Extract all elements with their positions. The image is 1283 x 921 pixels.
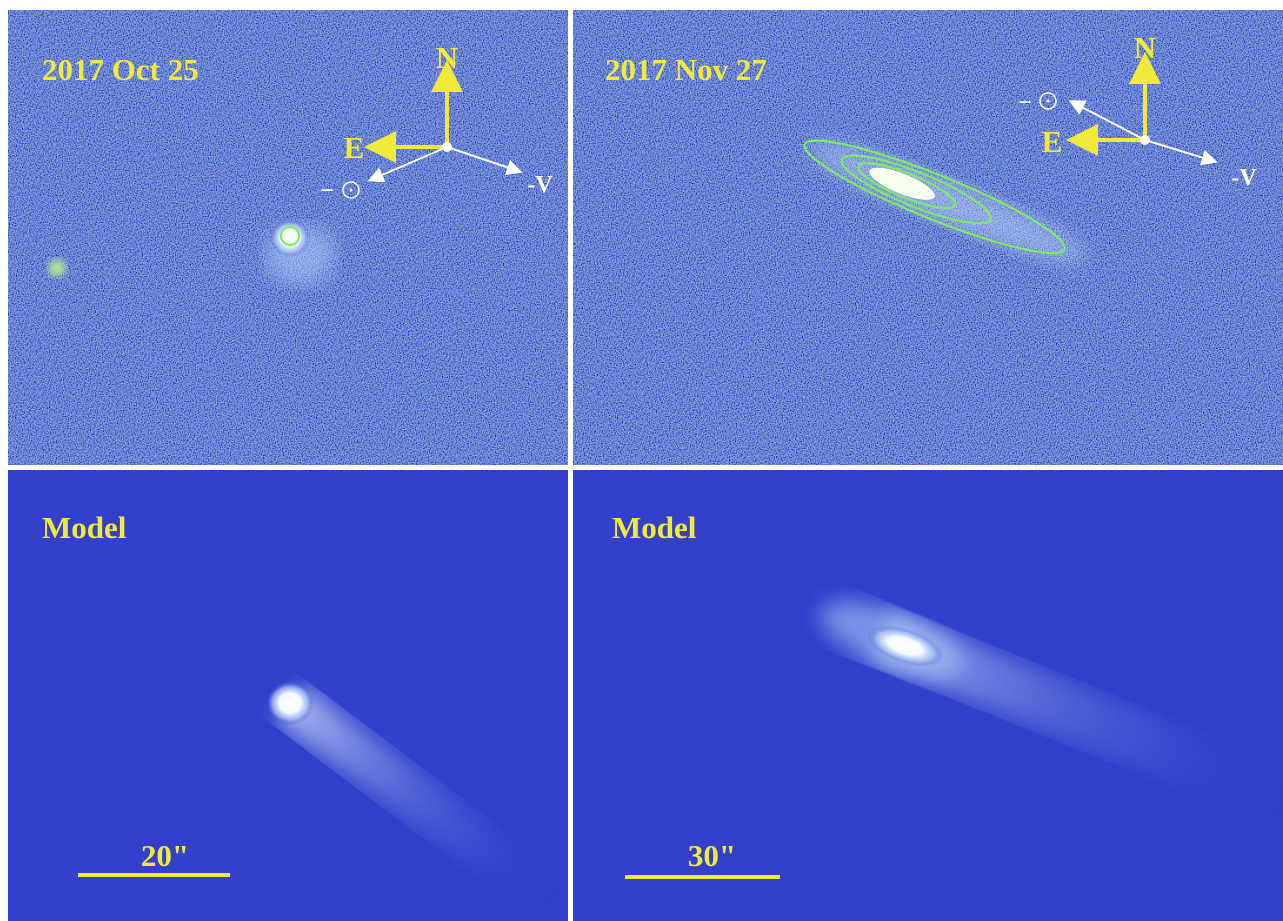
nucleus — [266, 681, 314, 725]
center — [1140, 135, 1150, 145]
velocity-arrow — [446, 146, 523, 176]
sun-label: − — [1018, 90, 1032, 116]
east-label: E — [344, 130, 365, 165]
velocity-label: -V — [1231, 165, 1257, 191]
east-label: E — [1042, 124, 1063, 159]
tail — [276, 684, 568, 920]
velocity-arrow — [1144, 139, 1218, 166]
model-bg — [573, 470, 1283, 921]
model-label: Model — [42, 510, 127, 545]
comet — [803, 139, 1088, 263]
nucleus — [270, 219, 310, 257]
sun-symbol — [1039, 92, 1057, 110]
sun-label: − — [320, 178, 334, 204]
panel-noise — [573, 10, 1283, 465]
scale-label: 20" — [141, 838, 189, 873]
nucleus — [866, 625, 944, 667]
sun-symbol — [342, 181, 360, 199]
star — [48, 259, 66, 277]
north-label: N — [436, 40, 458, 75]
contour — [803, 139, 1066, 255]
center — [442, 142, 452, 152]
model-comet — [276, 684, 568, 920]
sun-arrow — [367, 146, 448, 183]
contour — [280, 226, 300, 246]
contour — [857, 162, 957, 210]
nucleus — [869, 167, 935, 200]
contour — [840, 154, 992, 225]
scale-label: 30" — [688, 838, 736, 873]
sun-symbol-dot — [1046, 99, 1050, 103]
compass — [342, 60, 523, 199]
tail — [871, 610, 1283, 826]
model-label: Model — [612, 510, 697, 545]
sun-symbol-dot — [349, 188, 353, 192]
date-label: 2017 Oct 25 — [42, 52, 199, 87]
north-label: N — [1134, 30, 1156, 65]
sun-arrow — [1068, 100, 1146, 141]
compass — [1039, 52, 1218, 166]
date-label: 2017 Nov 27 — [605, 52, 767, 87]
velocity-label: -V — [527, 172, 553, 198]
